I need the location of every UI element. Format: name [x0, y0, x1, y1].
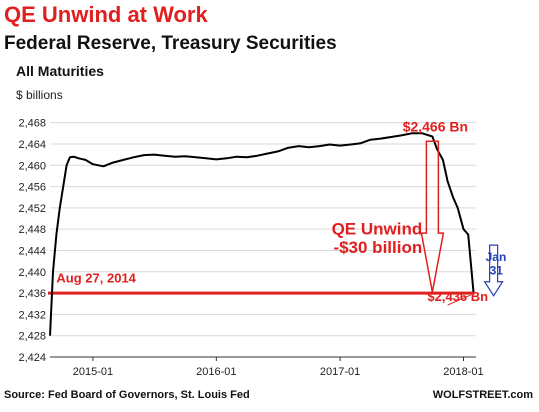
chart-subsubtitle: All Maturities: [16, 63, 104, 79]
annotation-arrows: [420, 140, 504, 306]
start-date-label: Aug 27, 2014: [56, 270, 136, 285]
chart-subtitle: Federal Reserve, Treasury Securities: [4, 33, 337, 54]
y-tick-label: 2,440: [18, 267, 46, 279]
y-tick-label: 2,428: [18, 331, 46, 343]
axes: 2,424 2,428 2,432 2,436 2,440 2,444 2,448 2,452…: [18, 118, 483, 378]
y-tick-label: 2,460: [18, 160, 46, 172]
peak-value-label: $2,466 Bn: [403, 118, 468, 134]
y-tick-label: 2,464: [18, 139, 46, 151]
qe-unwind-arrow: [420, 140, 445, 293]
y-axis-label: $ billions: [16, 88, 63, 102]
y-tick-label: 2,432: [18, 309, 46, 321]
series-group: [49, 132, 475, 336]
x-tick-label: 2016-01: [196, 366, 236, 378]
end-value-label: $2,436 Bn: [427, 289, 488, 304]
annotations: $2,466 Bn QE Unwind-$30 billion Aug 27, 20…: [56, 118, 506, 304]
y-tick-label: 2,444: [18, 245, 46, 257]
chart-title: QE Unwind at Work: [4, 2, 208, 27]
source-note: Source: Fed Board of Governors, St. Loui…: [4, 389, 250, 401]
x-tick-label: 2018-01: [443, 366, 483, 378]
qe-unwind-amount-label: -$30 billion: [333, 238, 422, 257]
x-tick-label: 2017-01: [320, 366, 360, 378]
jan-day-label: 31: [490, 263, 504, 277]
y-tick-label: 2,448: [18, 224, 46, 236]
y-tick-label: 2,452: [18, 203, 46, 215]
y-tick-label: 2,436: [18, 288, 46, 300]
y-tick-label: 2,468: [18, 118, 46, 130]
y-tick-label: 2,424: [18, 352, 46, 364]
x-tick-label: 2015-01: [73, 366, 113, 378]
jan31-arrow: [483, 244, 504, 297]
jan-label: Jan: [486, 250, 507, 264]
end-value-pointer: [447, 294, 471, 306]
brand-logo: WOLFSTREET.com: [432, 389, 533, 401]
series-line: [49, 132, 475, 336]
qe-unwind-label: QE Unwind: [332, 220, 423, 239]
y-tick-label: 2,456: [18, 182, 46, 194]
